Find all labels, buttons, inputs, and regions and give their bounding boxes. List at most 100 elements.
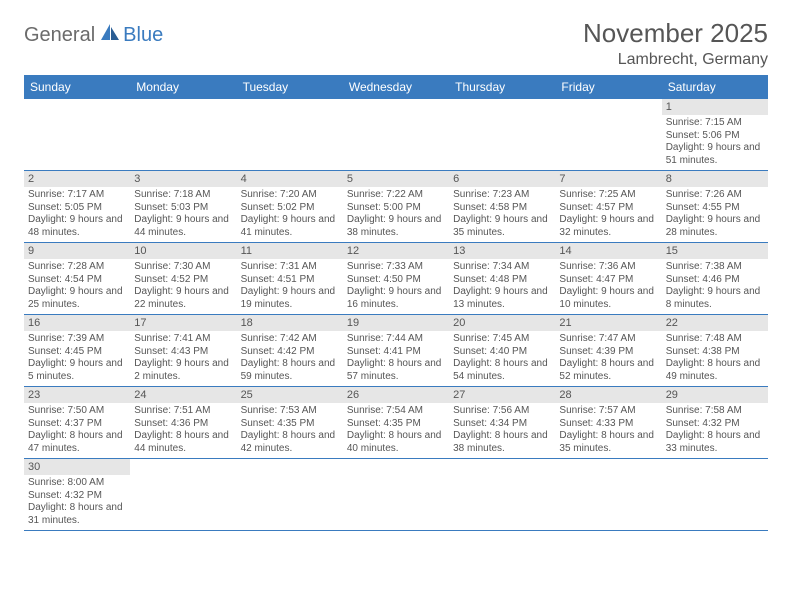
daylight-text: Daylight: 8 hours and 54 minutes.	[453, 358, 551, 383]
calendar-cell: 4 Sunrise: 7:20 AMSunset: 5:02 PMDaylight…	[237, 171, 343, 243]
day-content: Sunrise: 7:36 AMSunset: 4:47 PMDaylight:…	[555, 259, 661, 314]
calendar-cell	[237, 99, 343, 171]
daylight-text: Daylight: 9 hours and 13 minutes.	[453, 286, 551, 311]
day-content: Sunrise: 7:53 AMSunset: 4:35 PMDaylight:…	[237, 403, 343, 458]
calendar-cell: 15Sunrise: 7:38 AMSunset: 4:46 PMDayligh…	[662, 243, 768, 315]
sunset-text: Sunset: 5:05 PM	[28, 202, 126, 215]
day-number: 4	[237, 171, 343, 187]
daylight-text: Daylight: 8 hours and 52 minutes.	[559, 358, 657, 383]
sunset-text: Sunset: 4:32 PM	[28, 490, 126, 503]
calendar-row: 9Sunrise: 7:28 AMSunset: 4:54 PMDaylight…	[24, 243, 768, 315]
daylight-text: Daylight: 8 hours and 59 minutes.	[241, 358, 339, 383]
sunrise-text: Sunrise: 8:00 AM	[28, 477, 126, 490]
sunrise-text: Sunrise: 7:15 AM	[666, 117, 764, 130]
day-content: Sunrise: 7:45 AMSunset: 4:40 PMDaylight:…	[449, 331, 555, 386]
day-content: Sunrise: 7:44 AMSunset: 4:41 PMDaylight:…	[343, 331, 449, 386]
sunrise-text: Sunrise: 7:22 AM	[347, 189, 445, 202]
sunset-text: Sunset: 4:35 PM	[347, 418, 445, 431]
calendar-cell: 11 Sunrise: 7:31 AMSunset: 4:51 PMDayligh…	[237, 243, 343, 315]
day-header: Monday	[130, 75, 236, 99]
sunrise-text: Sunrise: 7:42 AM	[241, 333, 339, 346]
sunrise-text: Sunrise: 7:48 AM	[666, 333, 764, 346]
sunrise-text: Sunrise: 7:39 AM	[28, 333, 126, 346]
sunrise-text: Sunrise: 7:20 AM	[241, 189, 339, 202]
day-number: 11	[237, 243, 343, 259]
day-number: 7	[555, 171, 661, 187]
day-number: 19	[343, 315, 449, 331]
day-content: Sunrise: 7:28 AMSunset: 4:54 PMDaylight:…	[24, 259, 130, 314]
sunset-text: Sunset: 4:51 PM	[241, 274, 339, 287]
day-number: 18	[237, 315, 343, 331]
day-header: Thursday	[449, 75, 555, 99]
sunset-text: Sunset: 4:39 PM	[559, 346, 657, 359]
sunset-text: Sunset: 5:02 PM	[241, 202, 339, 215]
sunrise-text: Sunrise: 7:56 AM	[453, 405, 551, 418]
day-content: Sunrise: 7:42 AMSunset: 4:42 PMDaylight:…	[237, 331, 343, 386]
day-content: Sunrise: 7:48 AMSunset: 4:38 PMDaylight:…	[662, 331, 768, 386]
logo: General Blue	[24, 18, 163, 47]
day-content: Sunrise: 7:26 AMSunset: 4:55 PMDaylight:…	[662, 187, 768, 242]
sunrise-text: Sunrise: 7:18 AM	[134, 189, 232, 202]
day-content: Sunrise: 7:41 AMSunset: 4:43 PMDaylight:…	[130, 331, 236, 386]
day-number: 22	[662, 315, 768, 331]
calendar-cell: 16Sunrise: 7:39 AMSunset: 4:45 PMDayligh…	[24, 315, 130, 387]
day-number: 3	[130, 171, 236, 187]
sunrise-text: Sunrise: 7:38 AM	[666, 261, 764, 274]
day-header-row: Sunday Monday Tuesday Wednesday Thursday…	[24, 75, 768, 99]
calendar-cell	[555, 459, 661, 531]
calendar-cell: 25Sunrise: 7:53 AMSunset: 4:35 PMDayligh…	[237, 387, 343, 459]
sunrise-text: Sunrise: 7:17 AM	[28, 189, 126, 202]
calendar-cell: 10Sunrise: 7:30 AMSunset: 4:52 PMDayligh…	[130, 243, 236, 315]
daylight-text: Daylight: 9 hours and 8 minutes.	[666, 286, 764, 311]
calendar-cell: 14Sunrise: 7:36 AMSunset: 4:47 PMDayligh…	[555, 243, 661, 315]
sunset-text: Sunset: 4:32 PM	[666, 418, 764, 431]
sunset-text: Sunset: 4:33 PM	[559, 418, 657, 431]
sunrise-text: Sunrise: 7:26 AM	[666, 189, 764, 202]
daylight-text: Daylight: 9 hours and 28 minutes.	[666, 214, 764, 239]
sunrise-text: Sunrise: 7:45 AM	[453, 333, 551, 346]
daylight-text: Daylight: 8 hours and 44 minutes.	[134, 430, 232, 455]
sunset-text: Sunset: 5:03 PM	[134, 202, 232, 215]
day-number: 5	[343, 171, 449, 187]
day-header: Friday	[555, 75, 661, 99]
day-content: Sunrise: 7:17 AMSunset: 5:05 PMDaylight:…	[24, 187, 130, 242]
calendar-cell: 30Sunrise: 8:00 AMSunset: 4:32 PMDayligh…	[24, 459, 130, 531]
daylight-text: Daylight: 9 hours and 19 minutes.	[241, 286, 339, 311]
calendar-cell: 9Sunrise: 7:28 AMSunset: 4:54 PMDaylight…	[24, 243, 130, 315]
daylight-text: Daylight: 9 hours and 41 minutes.	[241, 214, 339, 239]
day-content: Sunrise: 7:34 AMSunset: 4:48 PMDaylight:…	[449, 259, 555, 314]
day-number: 23	[24, 387, 130, 403]
sunset-text: Sunset: 4:47 PM	[559, 274, 657, 287]
sunset-text: Sunset: 4:54 PM	[28, 274, 126, 287]
calendar-row: 30Sunrise: 8:00 AMSunset: 4:32 PMDayligh…	[24, 459, 768, 531]
day-content: Sunrise: 7:56 AMSunset: 4:34 PMDaylight:…	[449, 403, 555, 458]
daylight-text: Daylight: 8 hours and 35 minutes.	[559, 430, 657, 455]
daylight-text: Daylight: 8 hours and 57 minutes.	[347, 358, 445, 383]
day-content: Sunrise: 8:00 AMSunset: 4:32 PMDaylight:…	[24, 475, 130, 530]
sunset-text: Sunset: 4:58 PM	[453, 202, 551, 215]
calendar-cell: 23Sunrise: 7:50 AMSunset: 4:37 PMDayligh…	[24, 387, 130, 459]
sunrise-text: Sunrise: 7:31 AM	[241, 261, 339, 274]
calendar-cell	[343, 459, 449, 531]
day-number: 27	[449, 387, 555, 403]
sunset-text: Sunset: 4:55 PM	[666, 202, 764, 215]
calendar-cell	[343, 99, 449, 171]
day-content: Sunrise: 7:18 AMSunset: 5:03 PMDaylight:…	[130, 187, 236, 242]
sunset-text: Sunset: 4:48 PM	[453, 274, 551, 287]
calendar-cell: 20Sunrise: 7:45 AMSunset: 4:40 PMDayligh…	[449, 315, 555, 387]
logo-word2: Blue	[123, 24, 163, 47]
day-content: Sunrise: 7:33 AMSunset: 4:50 PMDaylight:…	[343, 259, 449, 314]
day-content: Sunrise: 7:50 AMSunset: 4:37 PMDaylight:…	[24, 403, 130, 458]
daylight-text: Daylight: 9 hours and 2 minutes.	[134, 358, 232, 383]
day-number: 13	[449, 243, 555, 259]
calendar-cell: 29Sunrise: 7:58 AMSunset: 4:32 PMDayligh…	[662, 387, 768, 459]
calendar-cell: 13Sunrise: 7:34 AMSunset: 4:48 PMDayligh…	[449, 243, 555, 315]
sunset-text: Sunset: 4:42 PM	[241, 346, 339, 359]
sunrise-text: Sunrise: 7:51 AM	[134, 405, 232, 418]
day-number: 24	[130, 387, 236, 403]
calendar-cell: 17Sunrise: 7:41 AMSunset: 4:43 PMDayligh…	[130, 315, 236, 387]
day-number: 10	[130, 243, 236, 259]
day-number: 1	[662, 99, 768, 115]
day-content: Sunrise: 7:58 AMSunset: 4:32 PMDaylight:…	[662, 403, 768, 458]
daylight-text: Daylight: 9 hours and 44 minutes.	[134, 214, 232, 239]
